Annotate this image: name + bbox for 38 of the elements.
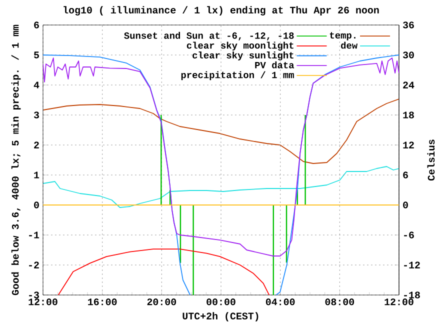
- y-tick-label: 6: [34, 22, 39, 28]
- y2-tick-label: 6: [403, 172, 408, 178]
- y-tick-label: 4: [34, 82, 40, 88]
- y2-tick-label: 18: [403, 112, 414, 118]
- x-tick-label: 12:00: [384, 298, 414, 306]
- x-tick-label: 20:00: [147, 298, 176, 306]
- legend-label: temp.: [330, 32, 356, 40]
- y2-tick-label: 36: [402, 22, 414, 28]
- y2-tick-label: 12: [403, 142, 414, 148]
- x-tick-label: 16:00: [88, 298, 117, 306]
- y2-tick-label: -6: [404, 232, 414, 238]
- y2-tick-label: 0: [403, 202, 408, 208]
- legend-label: Sunset and Sun at -6, -12, -18: [124, 32, 294, 40]
- x-tick-label: 12:00: [28, 298, 58, 306]
- y2-tick-label: 30: [402, 52, 414, 58]
- y-tick-label: 3: [34, 112, 39, 118]
- y2-tick-label: 24: [403, 82, 414, 88]
- legend-label: clear sky sunlight: [192, 52, 294, 60]
- y-tick-label: 5: [34, 52, 39, 58]
- y-tick-label: -3: [29, 292, 39, 298]
- x-axis-title: UTC+2h (CEST): [182, 312, 258, 322]
- y-tick-label: -2: [29, 262, 39, 268]
- y-tick-label: -1: [29, 232, 40, 238]
- y-tick-label: 1: [34, 172, 40, 178]
- legend-label: clear sky moonlight: [186, 42, 294, 51]
- legend-label: dew: [340, 42, 358, 49]
- y-tick-label: 2: [34, 142, 39, 148]
- y2-axis-title: Celsius: [427, 140, 435, 181]
- x-tick-label: 08:00: [325, 298, 354, 306]
- y2-tick-label: -18: [404, 292, 420, 298]
- y-axis-title: Good below 3.6, 4000 lx; 5 min precip. / 1 mm: [11, 24, 21, 296]
- legend-label: precipitation / 1 mm: [181, 71, 294, 80]
- y-tick-label: 0: [34, 202, 39, 208]
- chart-title: log10 ( illuminance / 1 lx) ending at Thu Apr 26 noon: [64, 6, 379, 16]
- legend-label: PV data: [255, 61, 294, 68]
- x-tick-label: 04:00: [266, 298, 295, 306]
- y2-tick-label: -12: [404, 262, 420, 268]
- x-tick-label: 00:00: [206, 298, 236, 306]
